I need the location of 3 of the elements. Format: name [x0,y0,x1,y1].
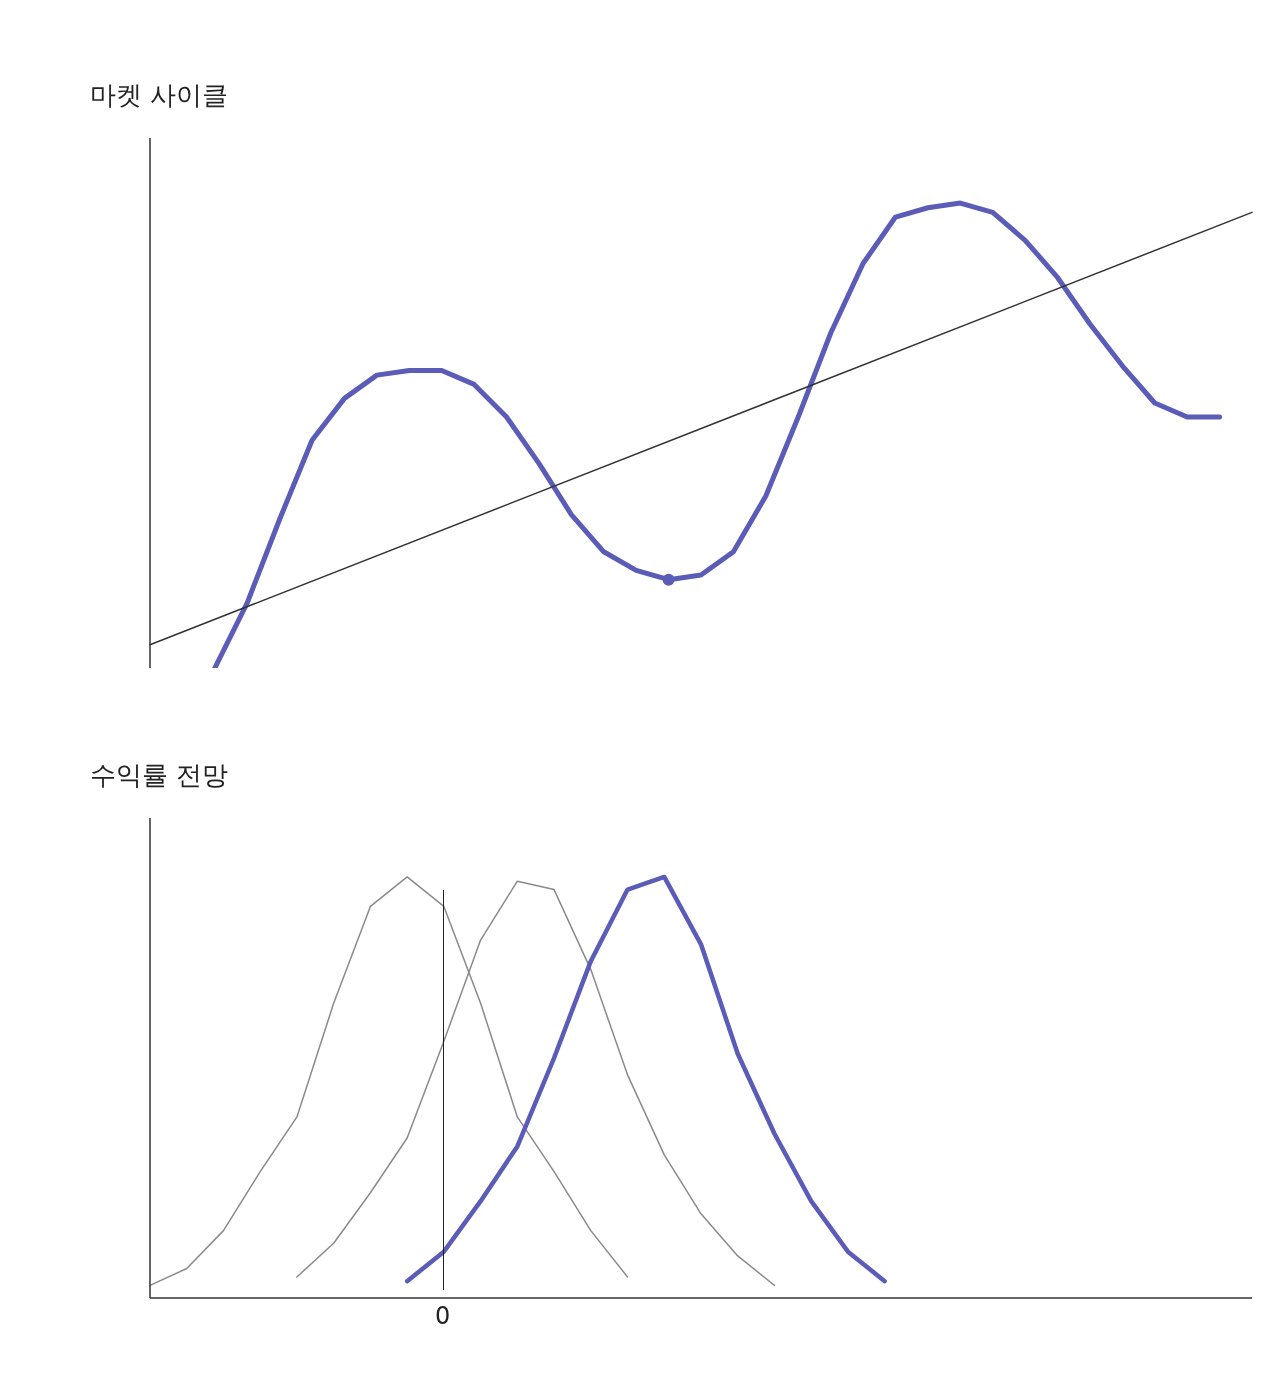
y-axis-title: 마켓 사이클 [90,79,230,112]
y-axis-title: 수익률 전망 [90,759,230,792]
text: 0 [434,1302,451,1330]
